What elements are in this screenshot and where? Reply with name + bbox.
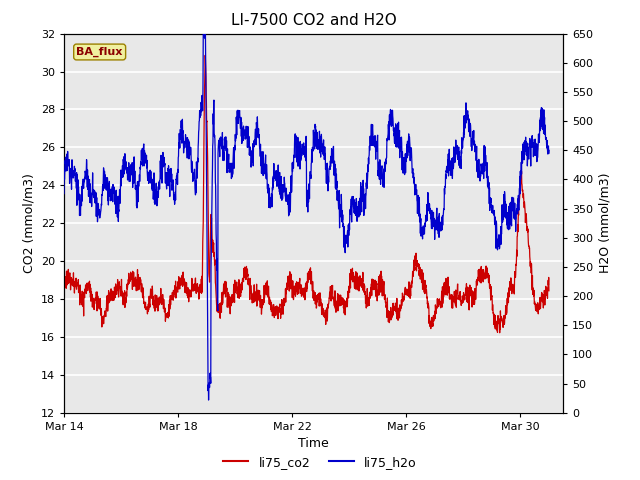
Title: LI-7500 CO2 and H2O: LI-7500 CO2 and H2O xyxy=(231,13,396,28)
X-axis label: Time: Time xyxy=(298,437,329,450)
Legend: li75_co2, li75_h2o: li75_co2, li75_h2o xyxy=(218,451,422,474)
Text: BA_flux: BA_flux xyxy=(77,47,123,57)
Y-axis label: H2O (mmol/m3): H2O (mmol/m3) xyxy=(599,173,612,274)
Y-axis label: CO2 (mmol/m3): CO2 (mmol/m3) xyxy=(22,173,35,273)
